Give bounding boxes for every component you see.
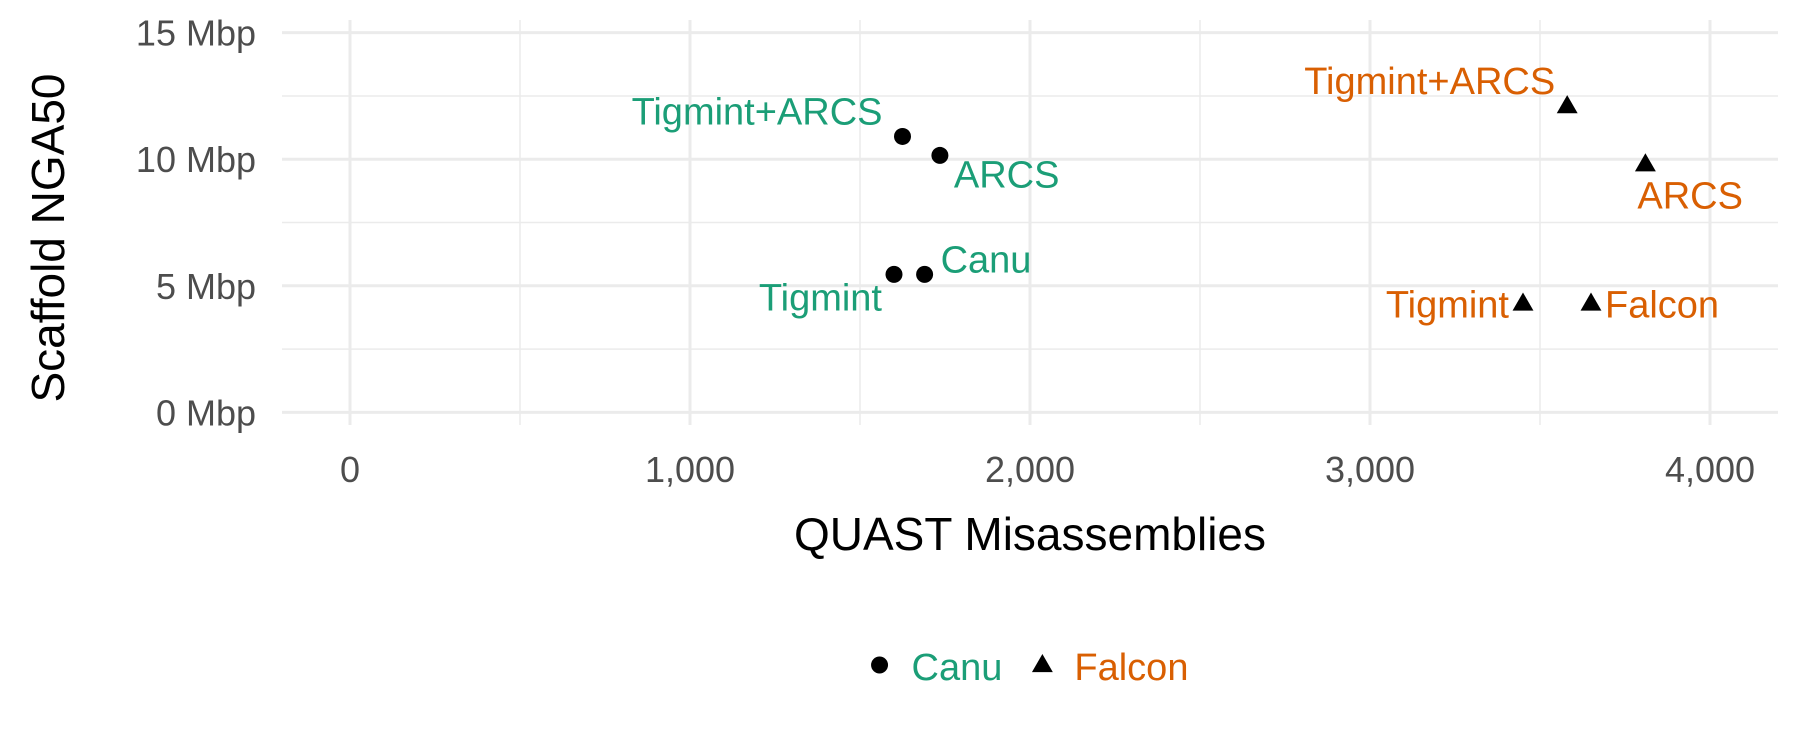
point-label: Tigmint [1386,285,1510,327]
y-axis-title: Scaffold NGA50 [22,73,74,402]
data-point-circle [885,265,903,283]
y-tick-label: 0 Mbp [156,392,256,433]
y-tick-label: 15 Mbp [136,13,256,54]
x-tick-label: 3,000 [1325,449,1415,490]
y-tick-label: 5 Mbp [156,266,256,307]
x-tick-label: 0 [340,449,360,490]
point-label: Tigmint [759,277,883,319]
legend-label: Falcon [1074,647,1188,689]
data-point-triangle [1556,95,1578,114]
legend-label: Canu [912,647,1003,689]
y-tick-label: 10 Mbp [136,139,256,180]
x-tick-label: 2,000 [985,449,1075,490]
x-tick-label: 1,000 [645,449,735,490]
x-axis-title: QUAST Misassemblies [794,508,1266,560]
y-axis-ticks: 0 Mbp 5 Mbp 10 Mbp 15 Mbp [136,13,256,434]
point-label: ARCS [1637,175,1743,217]
x-tick-label: 4,000 [1665,449,1755,490]
data-point-triangle [1512,292,1534,311]
x-axis-ticks: 0 1,000 2,000 3,000 4,000 [340,449,1755,490]
data-point-circle [916,265,934,283]
data-point-triangle [1634,153,1656,172]
point-label: Tigmint+ARCS [1304,61,1555,103]
grid [282,20,1778,425]
legend: Canu Falcon [871,647,1188,689]
data-points [885,95,1656,311]
point-label: Tigmint+ARCS [632,91,883,133]
point-label: Falcon [1605,285,1719,327]
legend-marker-circle [871,656,889,674]
data-point-triangle [1580,292,1602,311]
point-label: ARCS [954,154,1060,196]
point-labels: Tigmint+ARCS ARCS Canu Tigmint Tigmint+ARCS A… [632,61,1743,326]
legend-marker-triangle [1031,654,1053,673]
point-label: Canu [941,239,1032,281]
data-point-circle [894,127,911,145]
data-point-circle [931,146,949,164]
